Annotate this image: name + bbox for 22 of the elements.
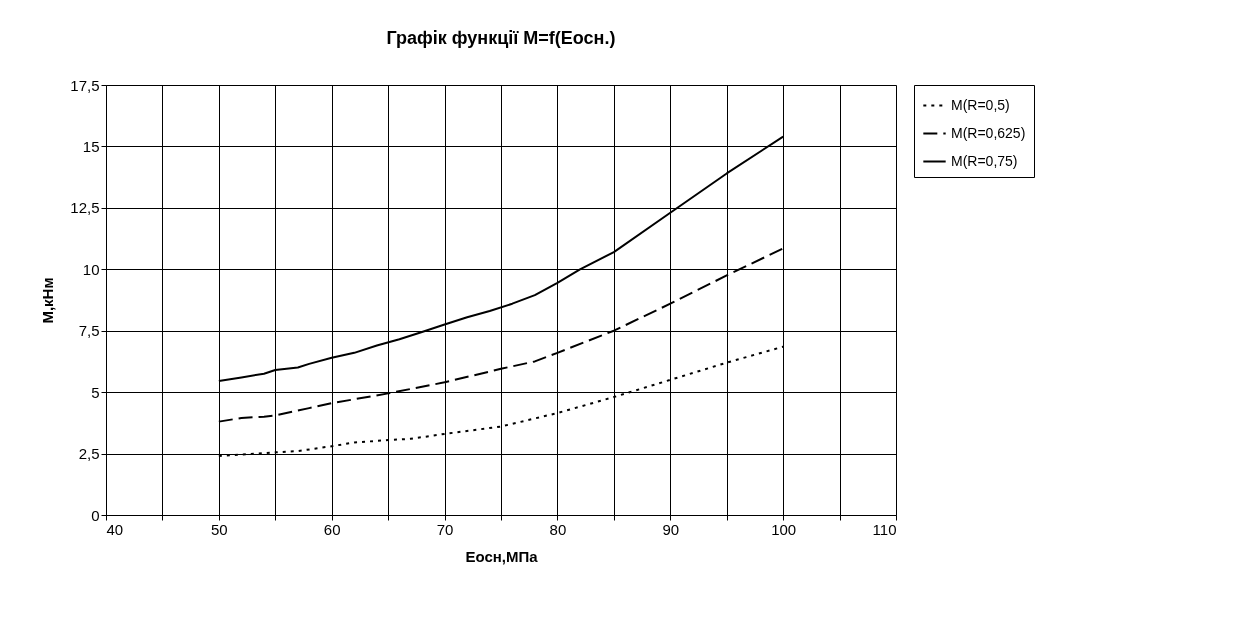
y-tick-label: 17,5 <box>70 76 100 94</box>
y-tick-label: 12,5 <box>70 199 100 217</box>
legend-label: M(R=0,5) <box>951 96 1010 113</box>
y-tick-label: 15 <box>82 137 100 155</box>
x-axis-title: Eосн,МПа <box>465 547 539 565</box>
y-axis-title: M,кНм <box>39 277 57 324</box>
x-tick-label: 100 <box>771 520 797 538</box>
x-tick-label: 90 <box>662 520 680 538</box>
y-tick-label: 0 <box>91 506 100 524</box>
x-tick-label: 40 <box>106 520 124 538</box>
chart-title: Графік функції M=f(Eосн.) <box>386 28 616 48</box>
legend-label: M(R=0,625) <box>951 124 1026 141</box>
y-tick-label: 10 <box>82 260 100 278</box>
x-tick-label: 70 <box>436 520 454 538</box>
y-tick-label: 2,5 <box>78 445 100 463</box>
x-tick-label: 80 <box>549 520 567 538</box>
y-tick-label: 7,5 <box>78 322 100 340</box>
x-tick-label: 50 <box>211 520 228 538</box>
legend-label: M(R=0,75) <box>951 152 1018 169</box>
x-tick-label: 60 <box>323 520 341 538</box>
x-tick-label: 110 <box>872 520 897 538</box>
y-tick-label: 5 <box>91 383 100 401</box>
